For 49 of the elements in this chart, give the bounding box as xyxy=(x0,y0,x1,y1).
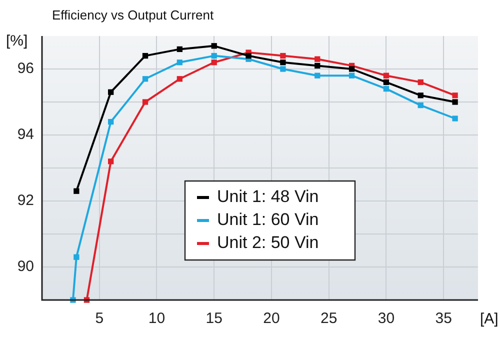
legend-label: Unit 1: 48 Vin xyxy=(217,187,319,206)
x-tick-label: 10 xyxy=(148,310,166,328)
point xyxy=(280,60,286,66)
point xyxy=(452,99,458,105)
x-tick-label: 30 xyxy=(378,310,395,328)
y-tick-label: 92 xyxy=(17,192,34,210)
point xyxy=(314,56,320,62)
point xyxy=(108,89,114,95)
point xyxy=(418,102,424,108)
point xyxy=(246,52,252,59)
point xyxy=(452,92,458,98)
point xyxy=(280,52,286,59)
point xyxy=(74,188,80,194)
legend-label: Unit 1: 60 Vin xyxy=(217,210,319,230)
point xyxy=(176,76,183,82)
point xyxy=(142,76,148,82)
point xyxy=(418,79,424,86)
point xyxy=(348,66,355,72)
chart-title: Efficiency vs Output Current xyxy=(52,8,214,23)
point xyxy=(211,52,217,59)
point xyxy=(314,72,320,78)
y-axis-title: [%] xyxy=(6,32,28,50)
point xyxy=(142,99,148,105)
point xyxy=(418,92,424,98)
point xyxy=(142,52,148,59)
x-tick-label: 20 xyxy=(263,310,280,328)
point xyxy=(383,86,390,92)
point xyxy=(211,43,217,49)
point xyxy=(108,118,114,125)
point xyxy=(108,158,114,164)
y-tick-label: 94 xyxy=(17,126,34,144)
point xyxy=(314,62,320,69)
x-axis-title: [A] xyxy=(480,310,498,328)
point xyxy=(452,116,458,122)
x-tick-label: 25 xyxy=(320,310,338,328)
point xyxy=(383,72,390,78)
point xyxy=(211,60,217,66)
x-tick-label: 35 xyxy=(435,310,452,328)
point xyxy=(348,72,355,78)
point xyxy=(176,46,183,52)
point xyxy=(383,79,390,86)
point xyxy=(280,66,286,72)
x-tick-label: 5 xyxy=(95,310,104,328)
legend-label: Unit 2: 50 Vin xyxy=(217,233,319,252)
y-tick-label: 90 xyxy=(17,258,34,276)
y-tick-label: 96 xyxy=(17,60,34,78)
x-tick-label: 15 xyxy=(206,310,222,328)
point xyxy=(74,254,80,260)
point xyxy=(176,60,183,66)
